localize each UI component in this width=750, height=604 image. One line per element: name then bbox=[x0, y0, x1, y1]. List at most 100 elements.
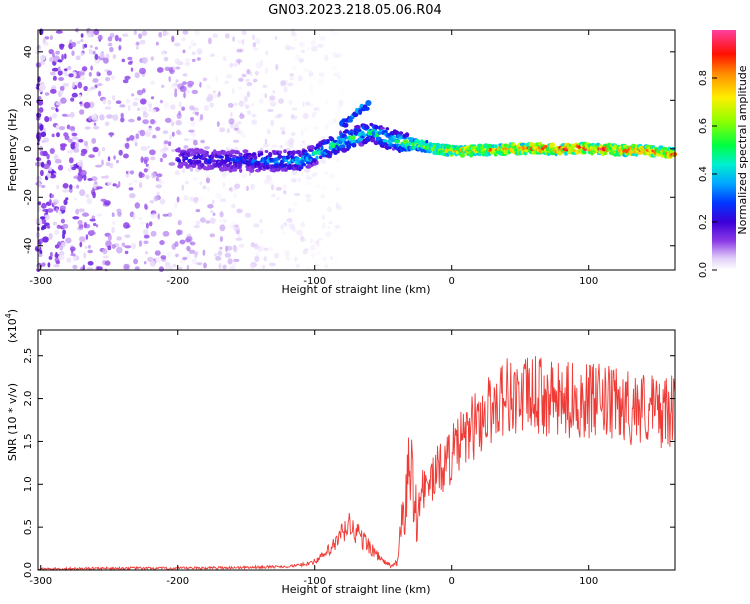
spectrogram-noise-dot bbox=[138, 240, 143, 247]
x-tick-label: 0 bbox=[449, 576, 455, 587]
spectrogram-trace-dot bbox=[232, 154, 237, 159]
spectrogram-noise-dot bbox=[200, 139, 206, 144]
spectrogram-noise-dot bbox=[105, 240, 112, 248]
spectrogram-noise-dot bbox=[190, 131, 197, 137]
spectrogram-noise-dot bbox=[71, 132, 78, 137]
spectrogram-noise-dot bbox=[288, 99, 293, 106]
spectrogram-noise-dot bbox=[46, 225, 51, 229]
spectrogram-noise-dot bbox=[78, 94, 82, 99]
spectrogram-noise-dot bbox=[50, 106, 55, 110]
spectrogram-noise-dot bbox=[281, 230, 286, 235]
spectrogram-noise-dot bbox=[335, 202, 340, 209]
spectrogram-noise-dot bbox=[333, 110, 338, 115]
x-tick-label: -200 bbox=[166, 576, 189, 587]
spectrogram-noise-dot bbox=[171, 121, 175, 127]
spectrogram-noise-dot bbox=[110, 75, 116, 80]
spectrogram-trace-dot bbox=[379, 126, 385, 130]
spectrogram-noise-dot bbox=[119, 104, 126, 108]
spectrogram-noise-dot bbox=[58, 77, 64, 81]
spectrogram-noise-dot bbox=[250, 263, 255, 270]
spectrogram-noise-dot bbox=[155, 176, 159, 182]
spectrogram-noise-dot bbox=[107, 36, 113, 42]
spectrogram-noise-dot bbox=[251, 113, 257, 118]
spectrogram-noise-dot bbox=[93, 122, 97, 126]
spectrogram-trace-dot bbox=[259, 152, 264, 156]
spectrogram-noise-dot bbox=[225, 245, 228, 253]
spectrogram-noise-dot bbox=[131, 243, 137, 250]
spectrogram-noise-dot bbox=[284, 140, 290, 147]
spectrogram-noise-dot bbox=[120, 112, 124, 119]
spectrogram-noise-dot bbox=[255, 251, 261, 257]
spectrogram-noise-dot bbox=[219, 236, 223, 242]
spectrogram-noise-dot bbox=[107, 99, 112, 105]
spectrogram-noise-dot bbox=[288, 137, 295, 145]
spectrogram-noise-dot bbox=[331, 52, 337, 56]
spectrogram-noise-dot bbox=[176, 229, 182, 236]
spectrogram-noise-dot bbox=[64, 72, 68, 77]
spectrogram-noise-dot bbox=[163, 56, 169, 62]
spectrogram-noise-dot bbox=[85, 193, 90, 199]
spectrogram-noise-dot bbox=[157, 213, 160, 220]
spectrogram-noise-dot bbox=[164, 265, 171, 272]
spectrogram-noise-dot bbox=[205, 220, 211, 224]
spectrogram-trace-dot bbox=[177, 149, 181, 153]
spectrogram-noise-dot bbox=[314, 171, 318, 175]
spectrogram-noise-dot bbox=[87, 244, 91, 249]
spectrogram-noise-dot bbox=[288, 141, 294, 149]
spectrogram-noise-dot bbox=[49, 148, 55, 154]
spectrogram-noise-dot bbox=[254, 71, 259, 76]
spectrogram-noise-dot bbox=[72, 216, 80, 220]
spectrogram-branch-dot bbox=[347, 118, 353, 123]
spectrogram-noise-dot bbox=[140, 106, 148, 112]
spectrogram-noise-dot bbox=[234, 183, 241, 189]
spectrogram-noise-dot bbox=[35, 157, 42, 162]
snr-x-ticks: -300 -200 -100 0 100 bbox=[29, 330, 598, 587]
spectrogram-noise-dot bbox=[241, 102, 247, 106]
spectrogram-noise-dot bbox=[338, 88, 345, 95]
spectrogram-noise-dot bbox=[164, 117, 172, 123]
spectrogram-noise-dot bbox=[50, 88, 57, 94]
spectrogram-trace-dot bbox=[394, 139, 401, 144]
spectrogram-noise-dot bbox=[264, 93, 267, 99]
spectrogram-noise-dot bbox=[239, 113, 245, 119]
spectrogram-noise-dot bbox=[269, 262, 276, 267]
spectrogram-noise-dot bbox=[76, 184, 80, 189]
spectrogram-noise-dot bbox=[109, 133, 113, 138]
spectrogram-noise-dot bbox=[83, 252, 87, 259]
spectrogram-noise-dot bbox=[50, 194, 55, 198]
spectrogram-trace-dot bbox=[187, 152, 191, 158]
spectrogram-noise-dot bbox=[74, 142, 80, 149]
spectrogram-noise-dot bbox=[222, 182, 226, 188]
spectrogram-noise-dot bbox=[268, 98, 275, 105]
spectrogram-trace-dot bbox=[278, 150, 282, 155]
spectrogram-noise-dot bbox=[238, 243, 245, 248]
spectrogram-noise-dot bbox=[59, 85, 65, 91]
spectrogram-noise-dot bbox=[203, 262, 207, 269]
spectrogram-noise-dot bbox=[58, 210, 62, 216]
spectrogram-trace-dot bbox=[227, 157, 232, 162]
spectrogram-noise-dot bbox=[89, 44, 93, 49]
spectrogram-noise-dot bbox=[246, 110, 252, 115]
spectrogram-noise-dot bbox=[99, 52, 105, 59]
spectrogram-noise-dot bbox=[128, 187, 134, 191]
spectrogram-noise-dot bbox=[62, 82, 70, 88]
spectrogram-noise-dot bbox=[143, 229, 149, 236]
spectrogram-noise-dot bbox=[153, 195, 160, 202]
spectrogram-noise-dot bbox=[335, 156, 340, 162]
spectrogram-noise-dot bbox=[39, 219, 43, 226]
spectrogram-noise-dot bbox=[162, 130, 169, 135]
spectrogram-noise-dot bbox=[252, 34, 255, 40]
spectrogram-noise-dot bbox=[159, 148, 167, 154]
spectrogram-y-label: Frequency (Hz) bbox=[6, 109, 19, 192]
spectrogram-noise-dot bbox=[305, 198, 312, 203]
spectrogram-noise-dot bbox=[163, 140, 169, 145]
spectrogram-noise-dot bbox=[203, 104, 209, 112]
spectrogram-noise-dot bbox=[207, 93, 214, 101]
spectrogram-noise-dot bbox=[92, 50, 96, 55]
spectrogram-trace-dot bbox=[373, 140, 379, 146]
spectrogram-noise-dot bbox=[290, 27, 296, 35]
spectrogram-noise-dot bbox=[55, 30, 63, 34]
spectrogram-noise-dot bbox=[71, 166, 77, 171]
spectrogram-noise-dot bbox=[67, 65, 72, 70]
spectrogram-noise-dot bbox=[96, 71, 100, 77]
